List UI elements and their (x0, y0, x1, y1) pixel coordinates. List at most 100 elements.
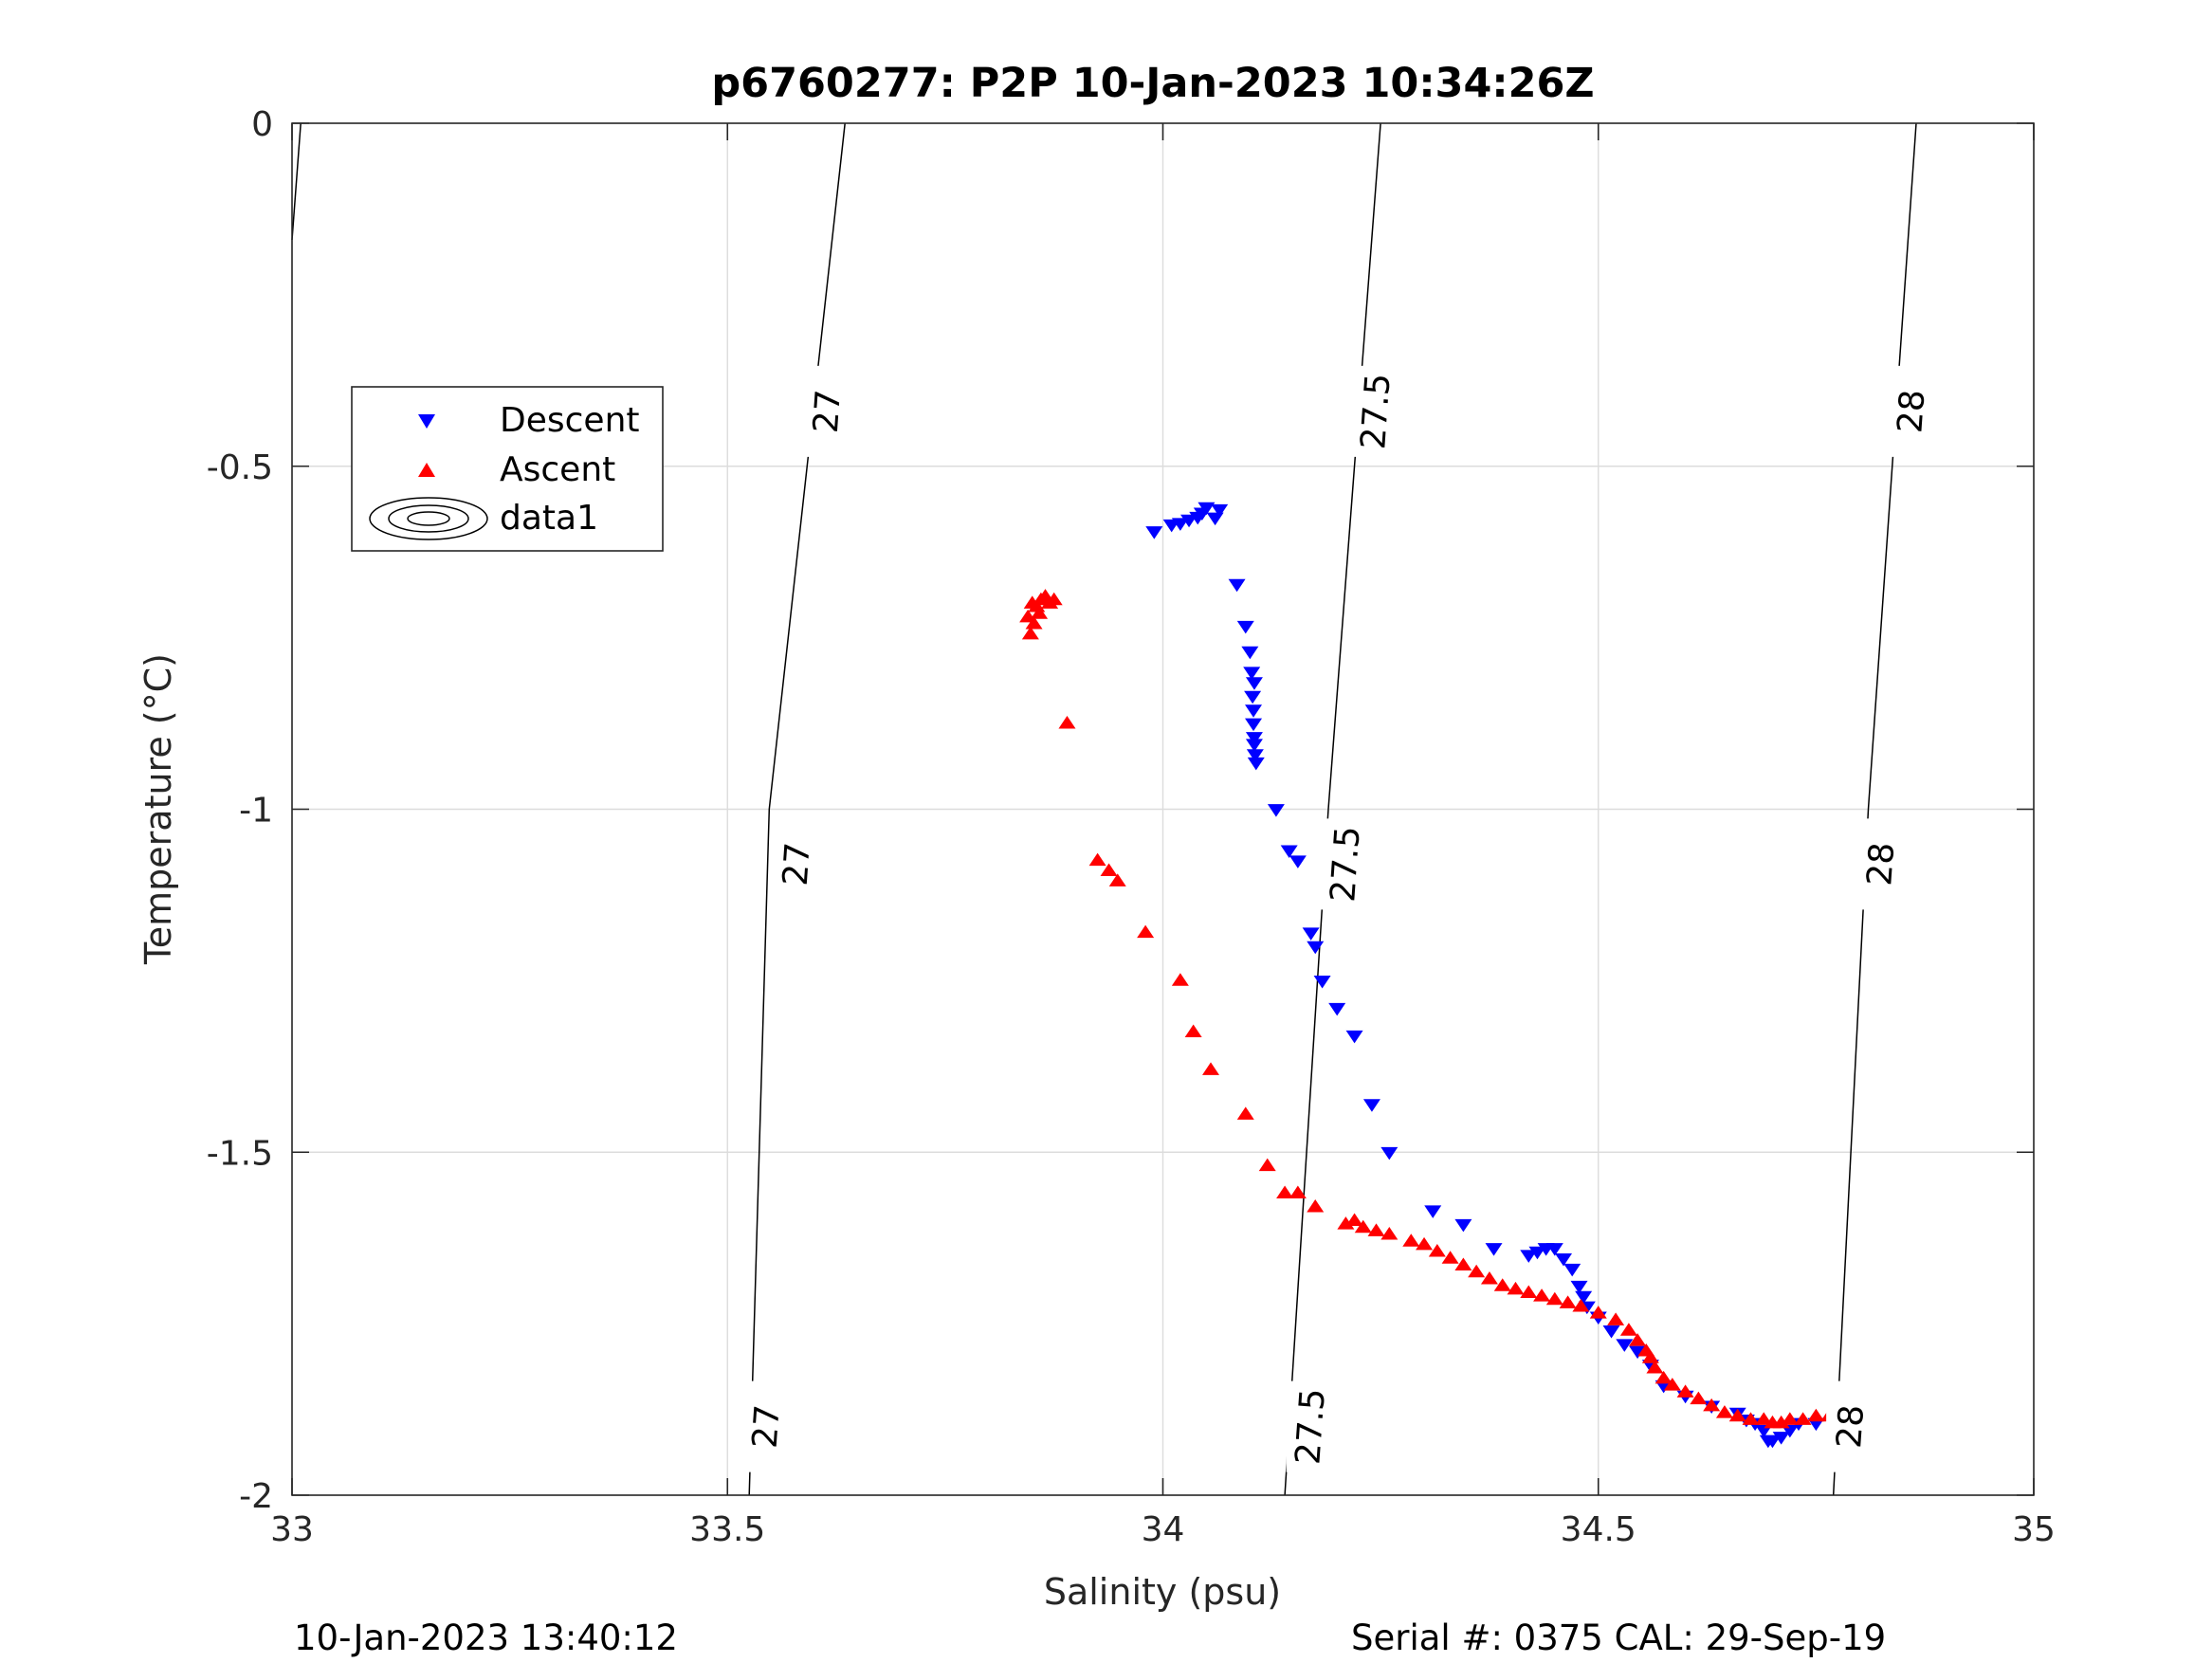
descent-point (1228, 578, 1246, 593)
footer-timestamp: 10-Jan-2023 13:40:12 (294, 1617, 678, 1658)
ascent-point (1676, 1384, 1694, 1398)
contour-label-gap (741, 1380, 792, 1472)
contour-line (1284, 122, 1381, 1496)
ascent-point (1715, 1405, 1733, 1418)
x-tick-label: 34.5 (1561, 1510, 1636, 1549)
contour-label-gap (1856, 818, 1907, 910)
ascent-point (1545, 1291, 1563, 1306)
contour-label: 27 (807, 389, 849, 435)
contour-label-gap (1826, 1380, 1876, 1472)
y-tick-label: -0.5 (207, 448, 273, 487)
x-tick-label: 35 (2012, 1510, 2056, 1549)
ascent-point (1533, 1288, 1551, 1302)
descent-point (1211, 503, 1229, 518)
y-tick-label: -1 (239, 792, 273, 831)
contour-label: 27 (746, 1403, 788, 1450)
descent-point (1345, 1030, 1363, 1044)
density-contours (291, 122, 1917, 1496)
contour-label-gap (1887, 365, 1937, 457)
ascent-point (1307, 1199, 1325, 1213)
ascent-point (1025, 616, 1043, 630)
ascent-point (1781, 1412, 1799, 1425)
descent-point (1616, 1339, 1634, 1352)
descent-point (1289, 855, 1307, 868)
descent-point (1764, 1435, 1782, 1449)
ascent-point (1100, 863, 1118, 877)
legend-box (351, 386, 664, 552)
contour-labels: 27 27 27 27.5 27.5 27.5 28 28 28 (741, 365, 1937, 1472)
ascent-point (1416, 1236, 1434, 1251)
ascent-point (1380, 1226, 1398, 1240)
ascent-point (1236, 1106, 1254, 1120)
contour-label-gap (802, 365, 852, 457)
contour-line (291, 122, 302, 241)
descent-point (1520, 1250, 1538, 1263)
descent-point (1528, 1246, 1546, 1260)
descent-point (1362, 1099, 1380, 1112)
descent-point (1245, 739, 1263, 752)
descent-point (1307, 941, 1325, 955)
ascent-point (1258, 1158, 1276, 1172)
descent-point (1244, 690, 1262, 704)
ascent-point (1646, 1361, 1664, 1374)
contour-label: 27.5 (1289, 1387, 1332, 1466)
y-tick-label: -1.5 (207, 1134, 273, 1173)
chart-title: p6760277: P2P 10-Jan-2023 10:34:26Z (711, 60, 1594, 107)
ascent-point (1493, 1278, 1511, 1291)
legend-descent-label: Descent (500, 401, 640, 440)
contour-line (1832, 122, 1917, 1496)
ascent-point (1755, 1412, 1773, 1425)
legend: Descent Ascent data1 (351, 386, 664, 552)
ascent-point (1058, 715, 1076, 729)
contour-label: 27.5 (1324, 825, 1367, 904)
y-tick-label: 0 (251, 105, 273, 144)
ascent-point (1629, 1333, 1647, 1346)
ascent-point (1807, 1408, 1825, 1422)
ascent-point (1171, 973, 1189, 986)
descent-point (1454, 1218, 1472, 1233)
ascent-point (1607, 1312, 1625, 1325)
contour-label: 27 (777, 841, 818, 887)
legend-ascent-marker (418, 463, 435, 477)
descent-point (1575, 1290, 1593, 1305)
descent-point (1555, 1252, 1573, 1267)
axis-ticks: 33 33.5 34 34.5 35 -2 -1.5 -1 -0.5 0 (207, 105, 2056, 1549)
descent-point (1241, 646, 1259, 660)
ascent-point (1354, 1219, 1372, 1234)
ascent-point (1654, 1370, 1673, 1384)
ascent-point (1184, 1024, 1202, 1038)
contour-label: 27.5 (1354, 372, 1398, 450)
footer-serial-cal: Serial #: 0375 CAL: 29-Sep-19 (1351, 1617, 1886, 1658)
ascent-point (1589, 1306, 1607, 1319)
descent-point (1485, 1243, 1503, 1256)
ascent-point (1367, 1223, 1385, 1236)
ascent-point (1345, 1213, 1363, 1226)
ascent-point (1108, 873, 1126, 886)
ascent-point (1690, 1391, 1708, 1405)
contour-label: 28 (1891, 389, 1932, 435)
descent-point (1545, 1243, 1563, 1256)
plot-area: 27 27 27 27.5 27.5 27.5 28 28 28 33 33.5 34 34.5 35 -… (207, 105, 2056, 1549)
legend-ascent-label: Ascent (500, 450, 615, 489)
ascent-point (1468, 1264, 1486, 1278)
descent-point (1246, 749, 1264, 762)
descent-point (1236, 620, 1254, 634)
ascent-point (1520, 1285, 1538, 1298)
ascent-point (1559, 1295, 1577, 1308)
descent-point (1328, 1002, 1346, 1016)
contour-label-gap (772, 818, 822, 910)
contour-label-gap (1286, 1380, 1336, 1472)
ascent-point (1402, 1234, 1420, 1247)
x-tick-label: 34 (1142, 1510, 1185, 1549)
ascent-point (1794, 1412, 1812, 1425)
ascent-point (1641, 1350, 1659, 1363)
legend-descent-marker (418, 414, 435, 429)
ascent-point (1619, 1323, 1637, 1336)
descent-point (1245, 677, 1263, 690)
ascent-point (1507, 1281, 1525, 1295)
descent-point (1380, 1146, 1398, 1160)
descent-point (1570, 1280, 1588, 1294)
contour-label-gap (1321, 818, 1371, 910)
descent-point (1313, 975, 1331, 989)
